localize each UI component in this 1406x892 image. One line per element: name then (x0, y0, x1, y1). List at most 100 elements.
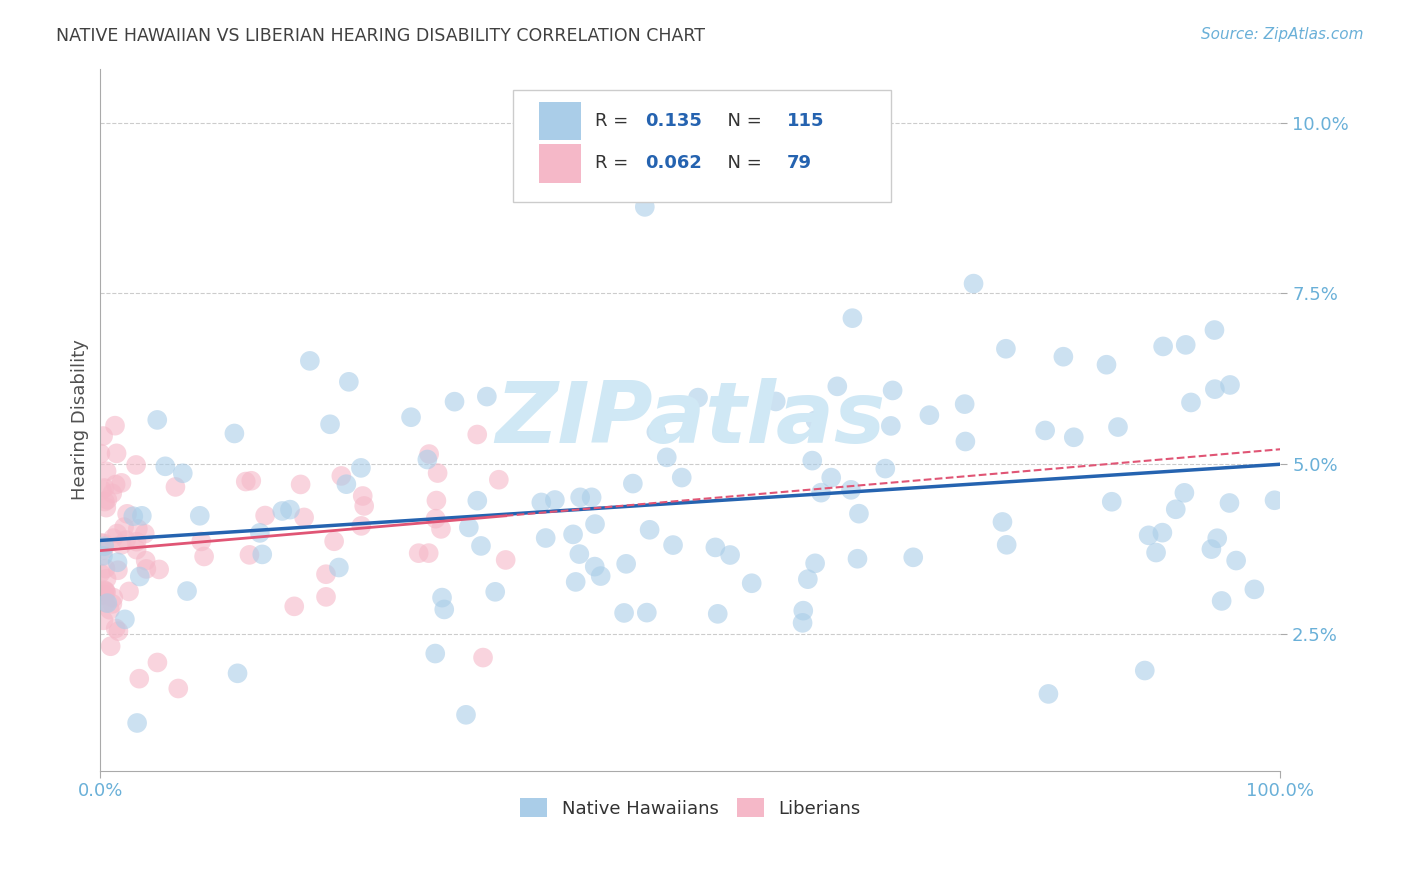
Text: N =: N = (716, 112, 768, 130)
Point (1204, 323, 1226, 337)
Point (671, 470, 693, 484)
Point (418, 447, 440, 461)
Point (1243, 582, 1265, 597)
Point (425, 647, 447, 661)
Point (741, 576, 763, 591)
Point (430, 591, 453, 605)
FancyBboxPatch shape (540, 102, 581, 141)
Point (1038, 687, 1060, 701)
Point (176, 584, 198, 599)
Point (797, 572, 820, 586)
Point (416, 452, 439, 467)
Point (90, 588, 112, 602)
Point (104, 418, 127, 433)
Point (581, 491, 603, 505)
Point (271, 504, 294, 518)
Point (810, 485, 832, 500)
Point (470, 539, 492, 553)
Point (962, 277, 984, 291)
Point (645, 425, 668, 439)
Point (112, 520, 135, 534)
Point (457, 520, 479, 534)
Point (100, 639, 122, 653)
Point (418, 546, 440, 560)
Point (846, 551, 869, 566)
Point (91, 549, 114, 563)
Point (94, 585, 117, 599)
Point (91, 429, 114, 443)
Point (425, 511, 447, 525)
Point (792, 615, 814, 630)
Point (562, 527, 585, 541)
Point (335, 477, 357, 491)
Point (93, 587, 115, 601)
Point (1152, 525, 1174, 540)
Point (89, 566, 111, 581)
Point (662, 538, 685, 552)
Point (146, 413, 169, 427)
Point (298, 354, 321, 368)
Text: Source: ZipAtlas.com: Source: ZipAtlas.com (1201, 27, 1364, 42)
Text: 0.135: 0.135 (645, 112, 703, 130)
Point (583, 517, 606, 532)
FancyBboxPatch shape (540, 144, 581, 183)
Point (328, 560, 350, 574)
Point (1137, 528, 1160, 542)
Point (765, 394, 787, 409)
Point (1052, 350, 1074, 364)
Point (172, 467, 194, 481)
Point (224, 426, 246, 441)
Point (93, 536, 115, 550)
Point (193, 549, 215, 564)
Point (96, 596, 118, 610)
Point (104, 622, 127, 636)
Point (105, 446, 128, 460)
Point (995, 538, 1018, 552)
Point (319, 417, 342, 432)
Point (880, 418, 903, 433)
Point (127, 522, 149, 536)
Point (93, 481, 115, 495)
Point (841, 311, 863, 326)
FancyBboxPatch shape (513, 89, 891, 202)
Point (704, 541, 727, 555)
Point (330, 469, 353, 483)
Point (188, 508, 211, 523)
Point (290, 477, 312, 491)
Point (315, 567, 337, 582)
Point (292, 510, 315, 524)
Point (399, 410, 422, 425)
Point (94, 584, 117, 599)
Point (955, 434, 977, 449)
Point (1152, 339, 1174, 353)
Point (638, 523, 661, 537)
Point (226, 666, 249, 681)
Point (323, 534, 346, 549)
Point (1211, 594, 1233, 608)
Point (465, 427, 488, 442)
Point (848, 507, 870, 521)
Point (953, 397, 976, 411)
Point (804, 413, 827, 427)
Point (1225, 553, 1247, 567)
Point (534, 531, 557, 545)
Point (90, 483, 112, 497)
Point (122, 509, 145, 524)
Point (96, 572, 118, 586)
Point (125, 534, 148, 549)
Point (115, 533, 138, 547)
Point (495, 553, 517, 567)
Point (820, 470, 842, 484)
Point (107, 563, 129, 577)
Point (93, 613, 115, 627)
Point (249, 525, 271, 540)
Point (530, 495, 553, 509)
Point (89, 447, 111, 461)
Point (589, 569, 612, 583)
Point (804, 557, 827, 571)
Point (472, 650, 495, 665)
Point (167, 681, 190, 696)
Text: 79: 79 (787, 154, 813, 172)
Point (636, 606, 658, 620)
Point (235, 475, 257, 489)
